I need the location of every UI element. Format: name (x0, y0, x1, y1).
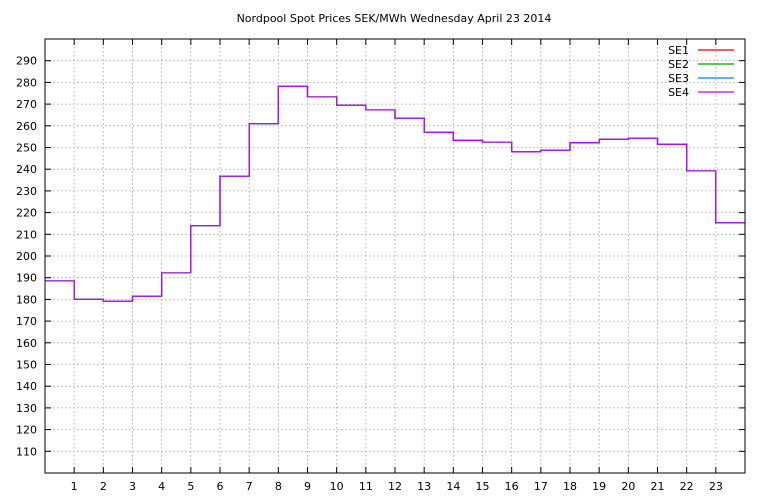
x-tick-label: 9 (304, 480, 311, 493)
y-tick-label: 240 (16, 163, 37, 176)
y-tick-label: 200 (16, 250, 37, 263)
x-tick-label: 1 (71, 480, 78, 493)
x-tick-label: 2 (100, 480, 107, 493)
x-tick-label: 22 (680, 480, 694, 493)
legend-label-se1: SE1 (668, 44, 689, 57)
x-tick-label: 13 (417, 480, 431, 493)
x-tick-label: 10 (330, 480, 344, 493)
x-tick-label: 20 (621, 480, 635, 493)
y-tick-label: 180 (16, 293, 37, 306)
y-tick-label: 270 (16, 98, 37, 111)
series-line-se4 (45, 85, 745, 302)
series-lines (45, 85, 745, 302)
grid (45, 39, 745, 473)
x-tick-label: 19 (592, 480, 606, 493)
axes: 1101201301401501601701801902002102202302… (16, 39, 745, 493)
x-tick-label: 11 (359, 480, 373, 493)
x-tick-label: 4 (158, 480, 165, 493)
y-tick-label: 120 (16, 424, 37, 437)
y-tick-label: 150 (16, 359, 37, 372)
y-tick-label: 140 (16, 380, 37, 393)
x-tick-label: 7 (246, 480, 253, 493)
y-tick-label: 170 (16, 315, 37, 328)
y-tick-label: 250 (16, 142, 37, 155)
y-tick-label: 210 (16, 228, 37, 241)
x-tick-label: 21 (651, 480, 665, 493)
x-tick-label: 14 (446, 480, 460, 493)
legend-label-se3: SE3 (668, 72, 689, 85)
plot-frame (44, 38, 746, 474)
legend-label-se2: SE2 (668, 58, 689, 71)
x-tick-label: 5 (187, 480, 194, 493)
y-tick-label: 220 (16, 207, 37, 220)
x-tick-label: 15 (476, 480, 490, 493)
x-tick-label: 12 (388, 480, 402, 493)
y-tick-label: 260 (16, 120, 37, 133)
x-tick-label: 3 (129, 480, 136, 493)
x-tick-label: 8 (275, 480, 282, 493)
y-tick-label: 130 (16, 402, 37, 415)
x-tick-label: 16 (505, 480, 519, 493)
y-tick-label: 110 (16, 445, 37, 458)
x-tick-label: 6 (217, 480, 224, 493)
y-tick-label: 280 (16, 76, 37, 89)
y-tick-label: 230 (16, 185, 37, 198)
x-tick-label: 17 (534, 480, 548, 493)
y-tick-label: 160 (16, 337, 37, 350)
x-tick-label: 18 (563, 480, 577, 493)
legend-label-se4: SE4 (668, 86, 689, 99)
x-tick-label: 23 (709, 480, 723, 493)
y-tick-label: 190 (16, 272, 37, 285)
chart-title: Nordpool Spot Prices SEK/MWh Wednesday A… (237, 12, 552, 25)
y-tick-label: 290 (16, 55, 37, 68)
